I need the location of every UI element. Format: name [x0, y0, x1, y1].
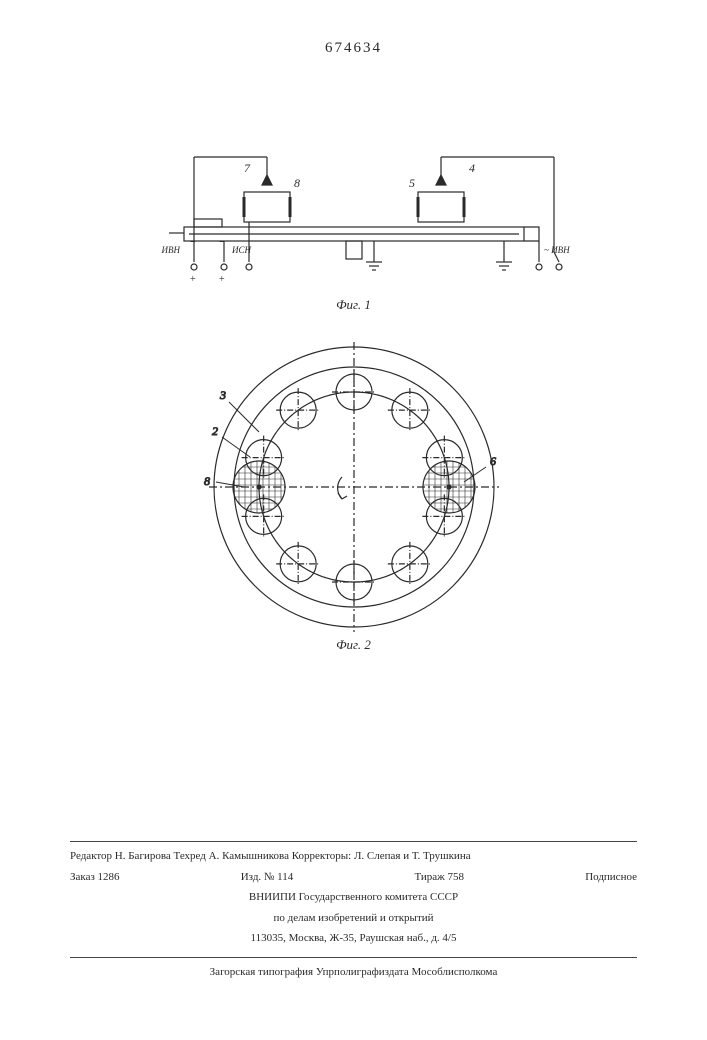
fig2-label-2: 2 [212, 424, 218, 438]
fig1-label-7: 7 [244, 161, 251, 175]
fig2-label-3: 3 [219, 388, 226, 402]
fig2-diagram: 3 2 8 6 [174, 337, 534, 637]
fig1-label-8: 8 [294, 176, 300, 190]
footer-printer: Загорская типография Упрполиграфиздата М… [70, 957, 637, 981]
fig2-label-6: 6 [490, 454, 496, 468]
svg-text:+: + [190, 274, 196, 285]
patent-number: 674634 [0, 40, 707, 57]
fig1-term-isn: ИСН [231, 245, 252, 255]
footer-izd: Изд. № 114 [241, 869, 294, 886]
footer-org2: по делам изобретений и открытий [70, 910, 637, 927]
footer-address: 113035, Москва, Ж-35, Раушская наб., д. … [70, 930, 637, 947]
fig1-diagram: 7 8 5 4 ИВН ИСН ~ ИВН − + − + [114, 137, 594, 297]
fig1-label-5: 5 [409, 176, 415, 190]
fig1-term-ivn: ИВН [160, 245, 180, 255]
fig1-term-ivn2: ~ ИВН [544, 245, 570, 255]
fig2-label-8: 8 [204, 474, 210, 488]
fig1-label: Фиг. 1 [0, 297, 707, 313]
svg-text:−: − [219, 237, 225, 248]
svg-text:+: + [219, 274, 225, 285]
footer-editor-line: Редактор Н. Багирова Техред А. Камышнико… [70, 841, 637, 865]
footer-tirazh: Тираж 758 [414, 869, 464, 886]
fig1-container: 7 8 5 4 ИВН ИСН ~ ИВН − + − + Фиг. 1 [0, 137, 707, 297]
footer: Редактор Н. Багирова Техред А. Камышнико… [70, 841, 637, 980]
fig2-label: Фиг. 2 [0, 637, 707, 653]
footer-podpisnoe: Подписное [585, 869, 637, 886]
footer-order: Заказ 1286 [70, 869, 120, 886]
footer-org1: ВНИИПИ Государственного комитета СССР [70, 889, 637, 906]
fig1-label-4: 4 [469, 161, 475, 175]
fig2-container: 3 2 8 6 Фиг. 2 [0, 337, 707, 647]
figure-area: 7 8 5 4 ИВН ИСН ~ ИВН − + − + Фиг. 1 [0, 57, 707, 647]
svg-text:−: − [190, 237, 196, 248]
